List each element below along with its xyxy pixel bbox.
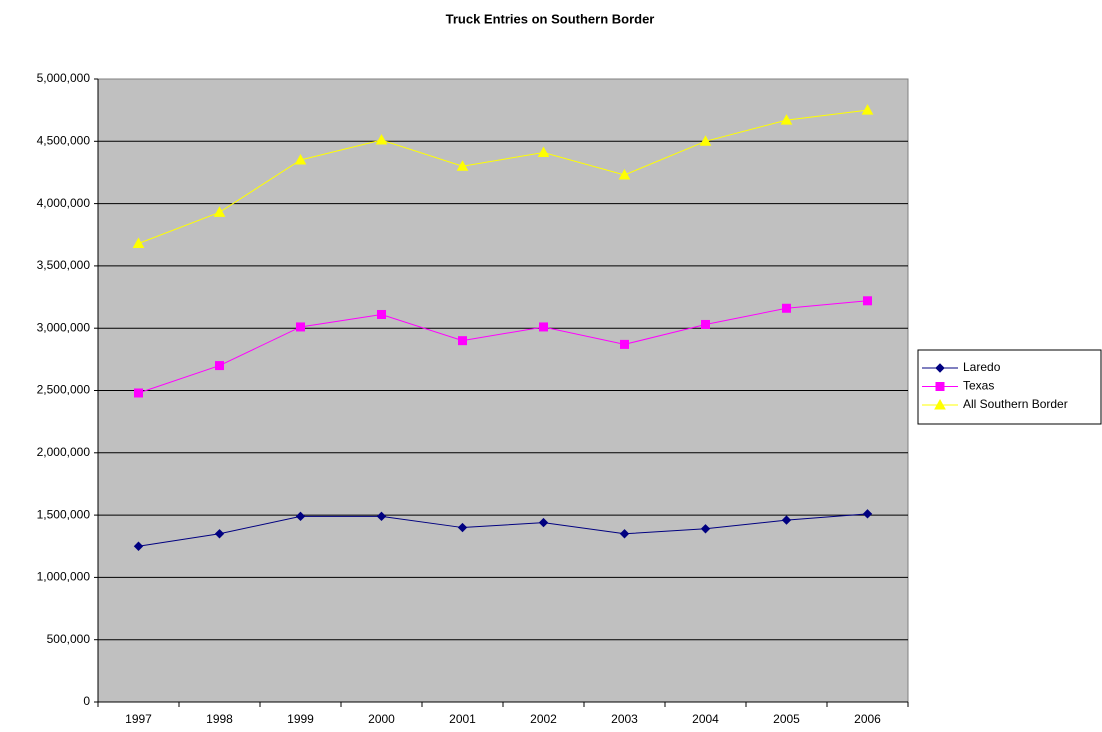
marker <box>862 509 873 519</box>
marker <box>619 529 630 539</box>
legend-label: Laredo <box>963 360 1001 374</box>
marker <box>214 529 225 539</box>
y-tick-label: 1,500,000 <box>37 507 91 521</box>
y-tick-label: 2,000,000 <box>37 445 91 459</box>
marker <box>215 361 224 371</box>
x-tick-label: 2006 <box>854 712 881 726</box>
legend-label: All Southern Border <box>963 397 1068 411</box>
x-tick-label: 1997 <box>125 712 152 726</box>
y-tick-label: 3,000,000 <box>37 320 91 334</box>
marker <box>618 168 631 180</box>
marker <box>620 339 629 349</box>
x-tick-label: 2005 <box>773 712 800 726</box>
marker <box>375 134 388 145</box>
y-tick-label: 1,000,000 <box>37 570 91 584</box>
x-tick-label: 2004 <box>692 712 719 726</box>
marker <box>133 541 144 551</box>
marker <box>701 319 710 329</box>
x-tick-label: 2000 <box>368 712 395 726</box>
marker <box>213 206 226 217</box>
marker <box>537 146 550 158</box>
marker <box>861 104 874 115</box>
y-tick-label: 4,500,000 <box>37 133 91 147</box>
series-line <box>138 513 868 547</box>
marker <box>296 322 305 332</box>
marker <box>132 237 145 248</box>
chart-title: Truck Entries on Southern Border <box>446 11 655 26</box>
marker <box>863 296 872 306</box>
marker <box>780 114 793 125</box>
x-tick-label: 1998 <box>206 712 233 726</box>
y-tick-label: 4,000,000 <box>37 196 91 210</box>
y-tick-label: 5,000,000 <box>37 71 91 85</box>
x-tick-label: 1999 <box>287 712 314 726</box>
y-tick-label: 0 <box>83 694 90 708</box>
marker <box>699 135 712 146</box>
marker <box>295 511 306 522</box>
marker <box>376 511 387 522</box>
y-tick-label: 500,000 <box>47 632 91 646</box>
x-tick-label: 2001 <box>449 712 476 726</box>
marker <box>781 515 792 525</box>
marker <box>458 336 467 346</box>
marker <box>538 517 549 528</box>
marker <box>935 382 945 391</box>
marker <box>700 524 711 534</box>
marker <box>782 303 791 313</box>
x-tick-label: 2003 <box>611 712 638 726</box>
marker <box>934 398 946 410</box>
marker <box>134 388 143 398</box>
marker <box>377 309 386 319</box>
x-tick-label: 2002 <box>530 712 557 726</box>
series-line <box>138 300 868 394</box>
marker <box>935 363 945 373</box>
marker <box>456 160 469 171</box>
y-tick-label: 2,500,000 <box>37 383 91 397</box>
y-tick-label: 3,500,000 <box>37 258 91 272</box>
legend-label: Texas <box>963 379 994 393</box>
marker <box>539 322 548 332</box>
marker <box>457 522 468 533</box>
series-line <box>138 109 868 244</box>
marker <box>294 153 307 165</box>
